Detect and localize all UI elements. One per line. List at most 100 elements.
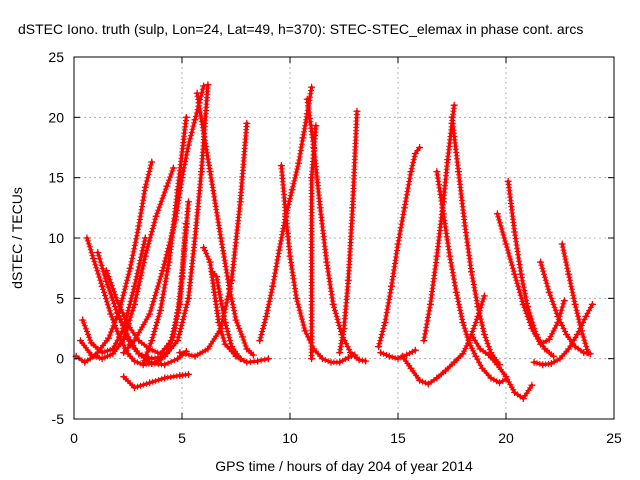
y-tick-label: 10 <box>48 230 64 246</box>
series-markers <box>449 114 503 368</box>
data-point <box>511 388 519 396</box>
data-point <box>167 337 175 345</box>
data-point <box>459 350 467 358</box>
plot-area <box>72 81 596 402</box>
series-arc-18 <box>308 122 320 363</box>
data-point <box>336 358 344 366</box>
data-point <box>541 345 549 353</box>
data-point <box>206 168 214 176</box>
data-point <box>502 373 510 381</box>
series-arc-19 <box>336 107 361 357</box>
x-axis-label: GPS time / hours of day 204 of year 2014 <box>215 458 473 474</box>
data-point <box>450 358 458 366</box>
x-tick-label: 25 <box>606 430 622 446</box>
series-markers <box>375 144 423 350</box>
data-point <box>407 168 415 176</box>
series-arc-13 <box>200 244 272 366</box>
data-point <box>200 244 208 252</box>
data-point <box>94 248 102 256</box>
data-point <box>355 356 363 364</box>
series-arc-29 <box>558 240 592 357</box>
data-point <box>582 312 590 320</box>
data-point <box>135 222 143 230</box>
data-point <box>130 337 138 345</box>
data-point <box>292 294 300 302</box>
data-point <box>528 381 536 389</box>
data-point <box>446 252 454 260</box>
data-point <box>163 182 171 190</box>
data-point <box>459 318 467 326</box>
data-point <box>554 318 562 326</box>
data-point <box>403 351 411 359</box>
data-point <box>217 297 225 305</box>
data-point <box>476 345 484 353</box>
data-point <box>210 288 218 296</box>
data-point <box>502 240 510 248</box>
data-point <box>560 297 568 305</box>
data-point <box>504 177 512 185</box>
data-point <box>478 364 486 372</box>
data-point <box>200 82 208 90</box>
data-point <box>336 349 344 357</box>
data-point <box>530 358 538 366</box>
data-point <box>416 376 424 384</box>
data-point <box>165 258 173 266</box>
data-point <box>433 374 441 382</box>
data-point <box>139 359 147 367</box>
data-point <box>130 384 138 392</box>
data-point <box>87 351 95 359</box>
data-point <box>184 198 192 206</box>
data-point <box>327 358 335 366</box>
x-tick-label: 20 <box>498 430 514 446</box>
series-arc-22 <box>420 101 458 345</box>
data-point <box>584 349 592 357</box>
data-point <box>493 210 501 218</box>
data-point <box>89 255 97 263</box>
data-point <box>573 331 581 339</box>
y-axis-label: dSTEC / TECUs <box>9 187 25 289</box>
data-point <box>571 343 579 351</box>
data-point <box>545 288 553 296</box>
series-arc-30 <box>377 346 419 363</box>
data-point <box>353 107 361 115</box>
data-point <box>182 113 190 121</box>
data-point <box>303 95 311 103</box>
data-point <box>169 164 177 172</box>
data-point <box>485 351 493 359</box>
data-point <box>299 134 307 142</box>
data-point <box>496 379 504 387</box>
data-point <box>213 273 221 281</box>
data-point <box>277 162 285 170</box>
data-point <box>537 340 545 348</box>
data-point <box>102 267 110 275</box>
data-point <box>467 331 475 339</box>
data-point <box>221 318 229 326</box>
data-point <box>385 352 393 360</box>
data-point <box>98 349 106 357</box>
data-point <box>426 300 434 308</box>
data-point <box>528 325 536 332</box>
data-point <box>517 270 525 278</box>
data-point <box>161 352 169 360</box>
data-point <box>120 335 128 343</box>
data-point <box>174 337 182 345</box>
data-point <box>191 352 199 360</box>
data-point <box>537 258 545 266</box>
data-point <box>176 349 184 357</box>
data-point <box>148 337 156 345</box>
y-tick-label: 15 <box>48 170 64 186</box>
data-point <box>176 300 184 308</box>
series-arc-24 <box>448 113 504 369</box>
data-point <box>197 168 205 176</box>
data-point <box>344 276 352 284</box>
data-point <box>161 374 169 382</box>
data-point <box>474 303 482 311</box>
data-point <box>141 252 149 260</box>
data-point <box>301 327 309 335</box>
data-point <box>236 198 244 206</box>
data-point <box>204 345 212 353</box>
data-point <box>493 361 501 369</box>
data-point <box>83 234 91 242</box>
data-point <box>578 327 586 335</box>
